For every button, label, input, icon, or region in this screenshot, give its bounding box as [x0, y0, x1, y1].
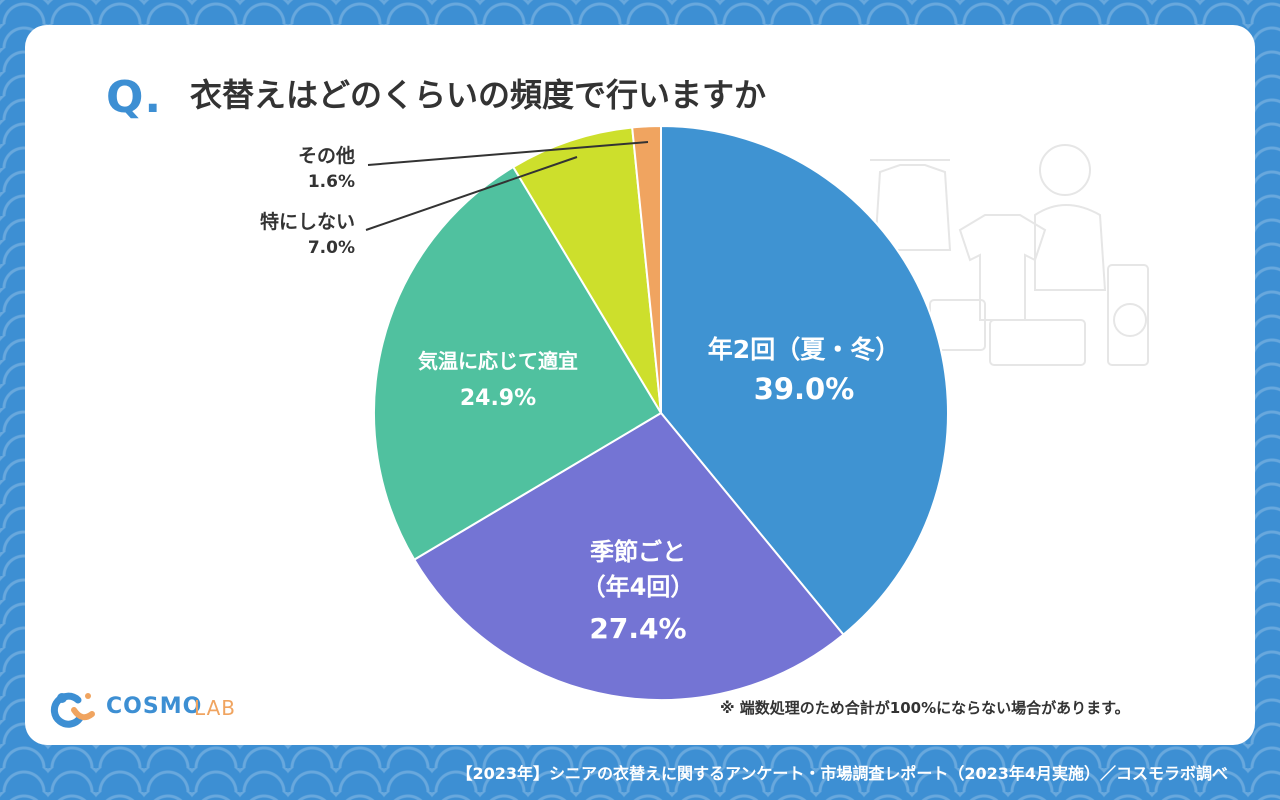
pie-slice-0 — [660, 124, 949, 636]
label-by-temperature: 気温に応じて適宜 24.9% — [418, 349, 578, 411]
leader-line-none — [365, 156, 578, 231]
cosmo-lab-logo: COSMO LAB — [48, 688, 248, 728]
decorative-illustration — [870, 144, 1149, 366]
pie-slice-2 — [373, 165, 663, 561]
label-each-season: 季節ごと （年4回） 27.4% — [581, 538, 695, 645]
label-other: その他 1.6% — [297, 145, 355, 192]
logo-icon — [50, 692, 95, 728]
rounding-note: ※ 端数処理のため合計が100%にならない場合があります。 — [720, 699, 1130, 717]
label-none: 特にしない 7.0% — [259, 211, 355, 258]
source-footer: 【2023年】シニアの衣替えに関するアンケート・市場調査レポート（2023年4月… — [456, 764, 1228, 783]
pie-slice-1 — [412, 411, 845, 701]
pie-slice-4 — [631, 124, 662, 414]
pie-slice-3 — [511, 126, 662, 414]
page-title: 衣替えはどのくらいの頻度で行いますか — [190, 76, 767, 114]
label-twice-a-year: 年2回（夏・冬） 39.0% — [707, 335, 901, 406]
question-mark: Q. — [106, 72, 163, 123]
leader-line-other — [367, 141, 649, 166]
